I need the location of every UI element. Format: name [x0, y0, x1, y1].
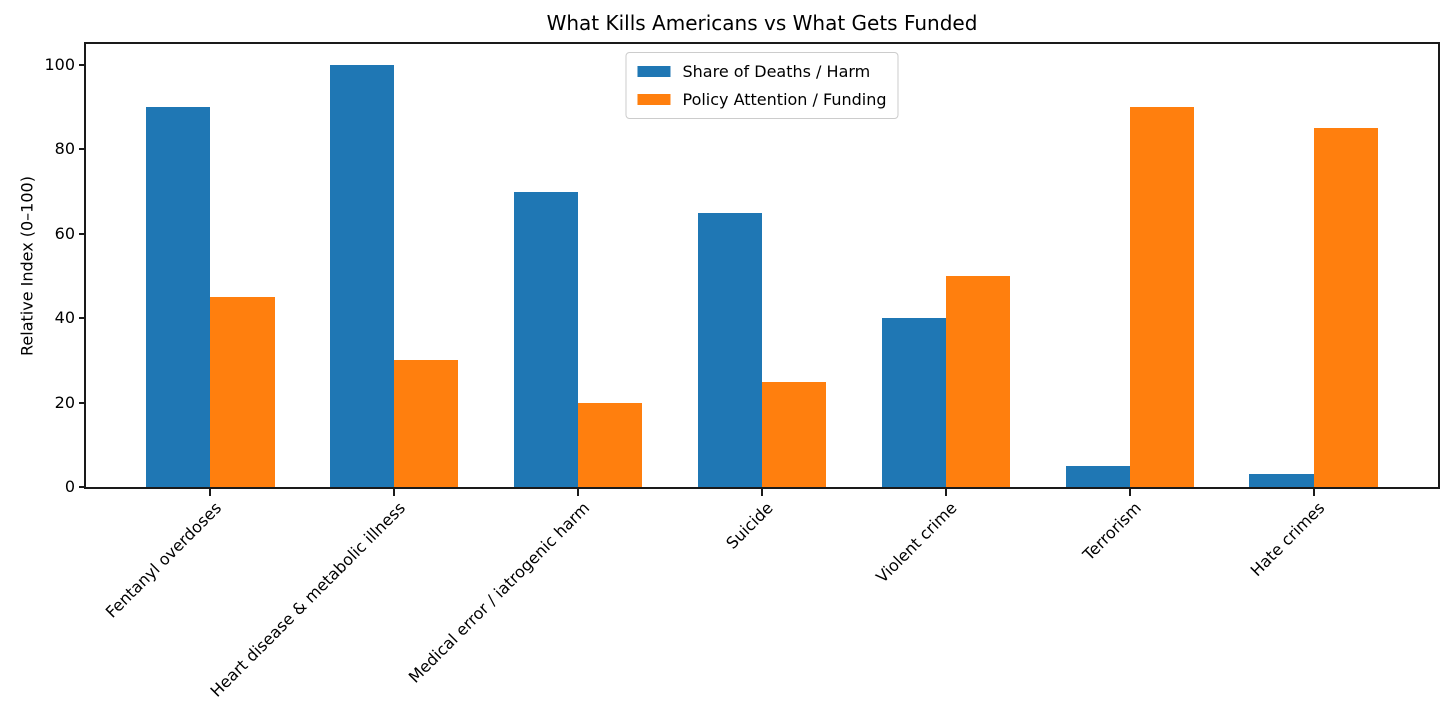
bar-funding: [210, 297, 275, 487]
bar-deaths: [1249, 474, 1314, 487]
plot-area: [86, 44, 1438, 487]
x-tick-label: Suicide: [722, 498, 777, 553]
y-tick-mark: [79, 148, 86, 151]
bar-funding: [394, 360, 459, 487]
legend-swatch-funding-icon: [637, 94, 671, 105]
legend-label-funding: Policy Attention / Funding: [682, 90, 887, 109]
y-tick-mark: [79, 317, 86, 320]
bar-funding: [762, 381, 827, 487]
x-tick-label: Fentanyl overdoses: [101, 498, 225, 622]
bar-funding: [578, 402, 643, 487]
y-tick-mark: [79, 232, 86, 235]
x-tick-label: Medical error / iatrogenic harm: [404, 498, 593, 687]
y-tick-mark: [79, 64, 86, 67]
legend: Share of Deaths / Harm Policy Attention …: [625, 52, 899, 119]
y-tick-label: 80: [54, 139, 75, 159]
x-tick-mark: [577, 489, 580, 496]
x-tick-mark: [944, 489, 947, 496]
bar-funding: [1129, 107, 1195, 487]
bar-deaths: [145, 107, 211, 487]
y-tick-label: 20: [54, 392, 75, 412]
legend-item-deaths: Share of Deaths / Harm: [637, 61, 886, 82]
y-tick-label: 0: [64, 477, 75, 496]
x-tick-mark: [1128, 489, 1131, 496]
y-tick-mark: [79, 401, 86, 404]
x-tick-label: Hate crimes: [1246, 498, 1329, 581]
chart-title: What Kills Americans vs What Gets Funded: [546, 11, 978, 35]
legend-swatch-deaths-icon: [637, 66, 671, 77]
bar-funding: [1313, 128, 1379, 487]
bar-deaths: [881, 318, 946, 487]
bar-funding: [945, 276, 1011, 487]
x-tick-mark: [209, 489, 212, 496]
x-tick-mark: [1312, 489, 1315, 496]
bar-deaths: [329, 65, 395, 487]
x-tick-label: Terrorism: [1078, 498, 1145, 565]
bar-deaths: [513, 191, 579, 487]
x-tick-label: Violent crime: [872, 498, 961, 587]
x-tick-mark: [393, 489, 396, 496]
legend-label-deaths: Share of Deaths / Harm: [682, 62, 871, 81]
y-axis-label: Relative Index (0–100): [17, 176, 37, 356]
y-tick-label: 60: [54, 223, 75, 243]
x-tick-label: Heart disease & metabolic illness: [206, 498, 409, 701]
y-tick-label: 100: [44, 55, 75, 75]
bar-deaths: [697, 212, 762, 487]
y-tick-mark: [79, 486, 86, 488]
y-tick-label: 40: [54, 308, 75, 328]
x-tick-mark: [761, 489, 763, 496]
legend-item-funding: Policy Attention / Funding: [637, 89, 887, 110]
bar-deaths: [1065, 465, 1130, 487]
